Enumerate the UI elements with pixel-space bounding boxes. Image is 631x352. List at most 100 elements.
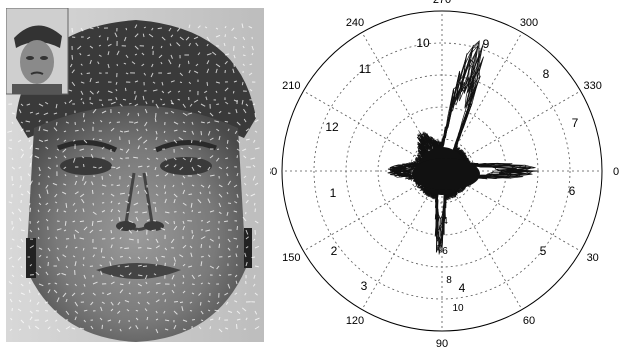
flow-vector — [125, 88, 126, 91]
flow-vector — [120, 257, 123, 258]
flow-vector — [38, 237, 39, 239]
flow-vector — [29, 203, 30, 205]
angle-tick-label-0: 0 — [613, 166, 619, 178]
flow-vector — [180, 82, 182, 83]
flow-vector — [93, 203, 94, 205]
flow-vector — [252, 257, 256, 258]
polar-plot: 0306090120150180210240270300330 12345678… — [270, 0, 631, 347]
flow-vector — [189, 194, 193, 195]
trace-core — [412, 158, 480, 190]
angle-tick-label-180: 180 — [270, 166, 277, 178]
flow-vector — [72, 55, 73, 60]
flow-vector — [84, 120, 85, 122]
sector-label-1: 1 — [330, 186, 337, 200]
angle-tick-label-60: 60 — [523, 315, 535, 327]
flow-vector — [173, 174, 174, 176]
flow-vector — [201, 320, 203, 321]
flow-vector — [118, 112, 120, 113]
flow-vector — [216, 104, 219, 105]
face-photo-icon — [6, 8, 264, 342]
flow-vector — [65, 221, 66, 226]
flow-vector — [167, 73, 171, 74]
flow-vector — [83, 248, 84, 251]
flow-vector — [143, 266, 147, 267]
flow-vector — [237, 226, 238, 230]
flow-vector — [138, 113, 139, 116]
flow-vector — [66, 203, 67, 208]
flow-vector — [253, 104, 255, 105]
sector-label-7: 7 — [572, 116, 579, 130]
flow-vector — [129, 103, 132, 104]
flow-vector — [87, 73, 90, 74]
flow-vector — [101, 248, 102, 252]
flow-vector — [183, 131, 186, 132]
face-optical-flow-image — [6, 8, 264, 342]
flow-vector — [233, 91, 234, 93]
flow-vector — [56, 122, 57, 125]
flow-vector — [219, 275, 221, 276]
flow-vector — [192, 210, 193, 212]
flow-vector — [190, 311, 192, 312]
angle-tick-label-210: 210 — [282, 80, 300, 92]
flow-vector — [30, 282, 31, 284]
flow-vector — [255, 113, 256, 118]
flow-vector — [136, 310, 138, 311]
flow-vector — [80, 221, 84, 222]
flow-vector — [117, 185, 120, 186]
flow-vector — [217, 149, 219, 150]
flow-vector — [36, 148, 40, 149]
flow-vector — [108, 37, 109, 40]
flow-vector — [126, 28, 127, 30]
flow-vector — [145, 149, 147, 150]
flow-vector — [225, 34, 226, 37]
flow-trace-line — [392, 46, 534, 242]
flow-vector — [224, 221, 228, 222]
flow-distribution-trace — [388, 41, 539, 255]
sector-label-8: 8 — [543, 67, 550, 81]
angle-tick-label-300: 300 — [520, 17, 538, 29]
flow-vector — [111, 230, 112, 233]
angle-tick-label-270: 270 — [433, 0, 451, 6]
flow-vector — [117, 64, 118, 66]
flow-vector — [84, 113, 85, 117]
flow-vector — [120, 193, 125, 194]
flow-vector — [48, 284, 50, 285]
flow-vector — [96, 82, 99, 83]
flow-vector — [152, 230, 156, 231]
flow-vector — [242, 82, 243, 85]
flow-vector — [227, 140, 228, 144]
angle-tick-label-150: 150 — [282, 252, 300, 264]
flow-vector — [174, 302, 178, 303]
flow-vector — [88, 55, 91, 56]
radial-tick-label-6: 6 — [442, 246, 448, 257]
flow-vector — [162, 256, 166, 257]
flow-vector — [84, 164, 85, 167]
flow-vector — [129, 140, 130, 144]
flow-vector — [210, 326, 211, 329]
sector-label-2: 2 — [331, 244, 338, 258]
flow-vector — [123, 99, 126, 100]
sector-label-10: 10 — [416, 36, 430, 50]
flow-vector — [120, 248, 122, 249]
flow-vector — [192, 284, 195, 285]
flow-vector — [138, 176, 142, 177]
sector-label-5: 5 — [540, 244, 547, 258]
flow-vector — [192, 320, 195, 321]
flow-vector — [158, 28, 162, 29]
sector-label-3: 3 — [361, 279, 368, 293]
flow-trace-line — [390, 41, 532, 241]
sector-label-4: 4 — [459, 281, 466, 295]
flow-vector — [75, 130, 79, 131]
flow-vector — [165, 299, 166, 302]
flow-vector — [178, 99, 180, 100]
angle-tick-label-330: 330 — [584, 80, 602, 92]
flow-vector — [215, 310, 219, 311]
flow-vector — [156, 113, 157, 118]
flow-vector — [243, 55, 246, 56]
flow-vector — [93, 167, 96, 168]
flow-vector — [154, 149, 156, 150]
flow-vector — [219, 244, 220, 248]
flow-vector — [237, 324, 238, 329]
flow-vector — [111, 167, 115, 168]
flow-vector — [12, 184, 14, 185]
